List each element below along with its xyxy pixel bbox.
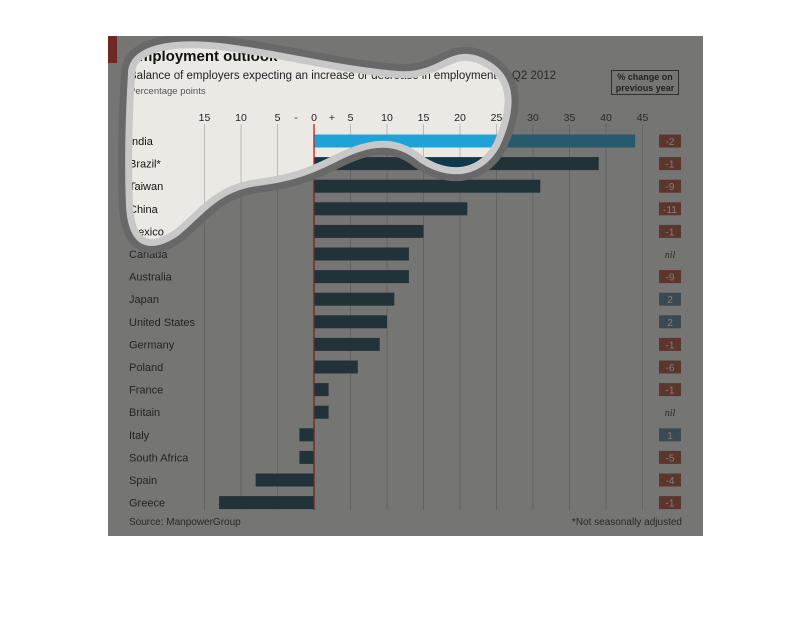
category-label: Poland xyxy=(129,362,163,374)
change-value: -1 xyxy=(666,340,675,351)
category-label: United States xyxy=(129,317,196,329)
x-tick-label: 10 xyxy=(381,112,393,124)
x-tick-label-zero: 0 xyxy=(311,112,317,124)
category-label: Australia xyxy=(129,272,173,284)
change-value: -1 xyxy=(666,386,675,397)
bar xyxy=(314,315,387,329)
x-tick-label: 20 xyxy=(454,112,466,124)
category-label: Brazil* xyxy=(129,159,162,171)
category-label: Japan xyxy=(129,294,159,306)
category-label: Germany xyxy=(129,339,175,351)
bar xyxy=(299,428,314,442)
change-value: -9 xyxy=(666,182,675,193)
bar xyxy=(314,224,424,238)
bar xyxy=(299,450,314,464)
source-note: Source: ManpowerGroup xyxy=(129,517,241,528)
category-label: Spain xyxy=(129,475,157,487)
change-value: 2 xyxy=(667,295,673,306)
change-value: -11 xyxy=(663,205,677,216)
change-value: -5 xyxy=(666,453,675,464)
category-label: Canada xyxy=(129,249,168,261)
bar xyxy=(219,496,314,510)
category-label: Italy xyxy=(129,430,150,442)
category-label: South Africa xyxy=(129,452,189,464)
bar xyxy=(314,337,380,351)
category-label: Taiwan xyxy=(129,181,163,193)
x-tick-plus-sign: + xyxy=(329,112,335,124)
change-value: -6 xyxy=(666,363,675,374)
bar xyxy=(314,134,636,148)
category-label: France xyxy=(129,385,163,397)
bar xyxy=(314,292,395,306)
bar xyxy=(314,405,329,419)
bar xyxy=(314,360,358,374)
x-tick-label: 5 xyxy=(275,112,281,124)
x-tick-label: 15 xyxy=(199,112,211,124)
bar xyxy=(314,179,541,193)
change-value: -1 xyxy=(666,499,675,510)
bar xyxy=(314,270,409,284)
bar xyxy=(314,383,329,397)
x-tick-label: 35 xyxy=(564,112,576,124)
x-tick-minus-sign: - xyxy=(294,112,298,124)
bar xyxy=(255,473,314,487)
change-value: -4 xyxy=(666,476,675,487)
footnote: *Not seasonally adjusted xyxy=(571,517,682,528)
bar xyxy=(314,202,468,216)
x-tick-label: 15 xyxy=(418,112,430,124)
x-tick-label: 45 xyxy=(637,112,649,124)
change-value: nil xyxy=(665,250,676,261)
x-tick-label: 30 xyxy=(527,112,539,124)
change-value: 2 xyxy=(667,318,673,329)
x-tick-label: 25 xyxy=(491,112,503,124)
change-value: 1 xyxy=(667,431,673,442)
change-value: -9 xyxy=(666,273,675,284)
category-label: China xyxy=(129,204,159,216)
x-tick-label: 40 xyxy=(600,112,612,124)
category-label: Greece xyxy=(129,498,165,510)
category-label: Mexico xyxy=(129,226,164,238)
change-value: -2 xyxy=(666,137,675,148)
x-tick-label: 10 xyxy=(235,112,247,124)
category-label: India xyxy=(129,136,154,148)
category-label: Britain xyxy=(129,407,160,419)
bar xyxy=(314,157,599,171)
bar xyxy=(314,247,409,261)
change-value: nil xyxy=(665,408,676,419)
change-value: -1 xyxy=(666,227,675,238)
change-value: -1 xyxy=(666,160,675,171)
x-tick-label: 5 xyxy=(348,112,354,124)
